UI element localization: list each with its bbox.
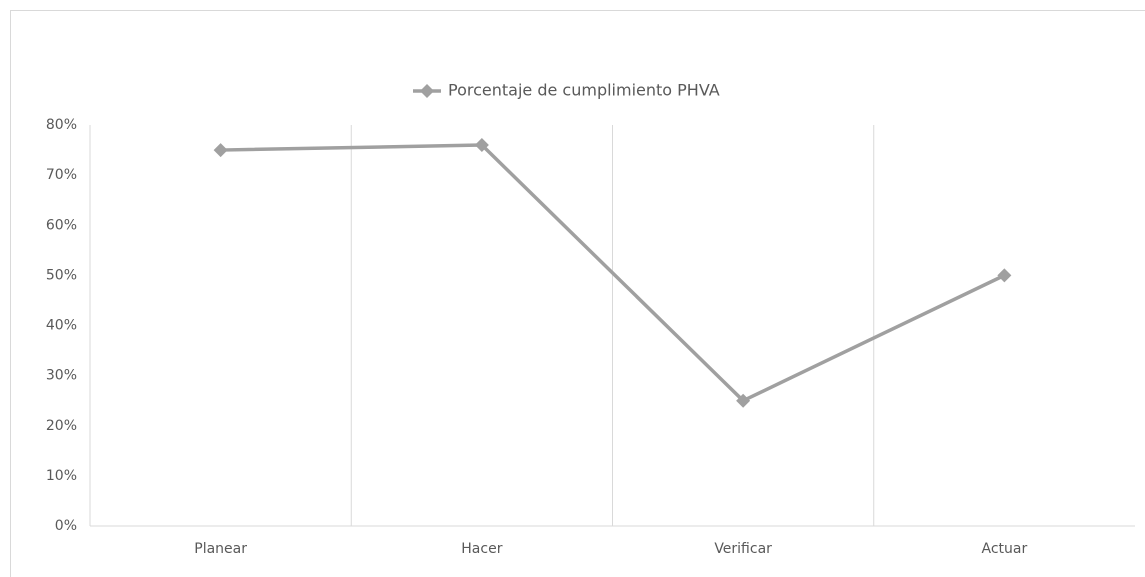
x-tick-label: Planear [194,541,247,557]
y-tick-label: 0% [55,518,77,534]
x-tick-label: Actuar [982,541,1028,557]
y-tick-label: 60% [46,217,77,233]
series-line [220,143,1006,403]
marker [213,143,228,158]
legend-marker [420,84,434,98]
y-tick-label: 80% [46,117,77,133]
y-tick-label: 40% [46,318,77,334]
marker [997,268,1012,283]
y-tick-label: 70% [46,167,77,183]
y-tick-label: 30% [46,368,77,384]
y-tick-label: 10% [46,468,77,484]
x-tick-label: Verificar [714,541,772,557]
x-tick-label: Hacer [461,541,502,557]
chart-border [10,10,1145,577]
marker [474,138,489,153]
y-tick-label: 50% [46,267,77,283]
legend-label: Porcentaje de cumplimiento PHVA [448,81,720,100]
y-tick-label: 20% [46,418,77,434]
marker [736,393,751,408]
